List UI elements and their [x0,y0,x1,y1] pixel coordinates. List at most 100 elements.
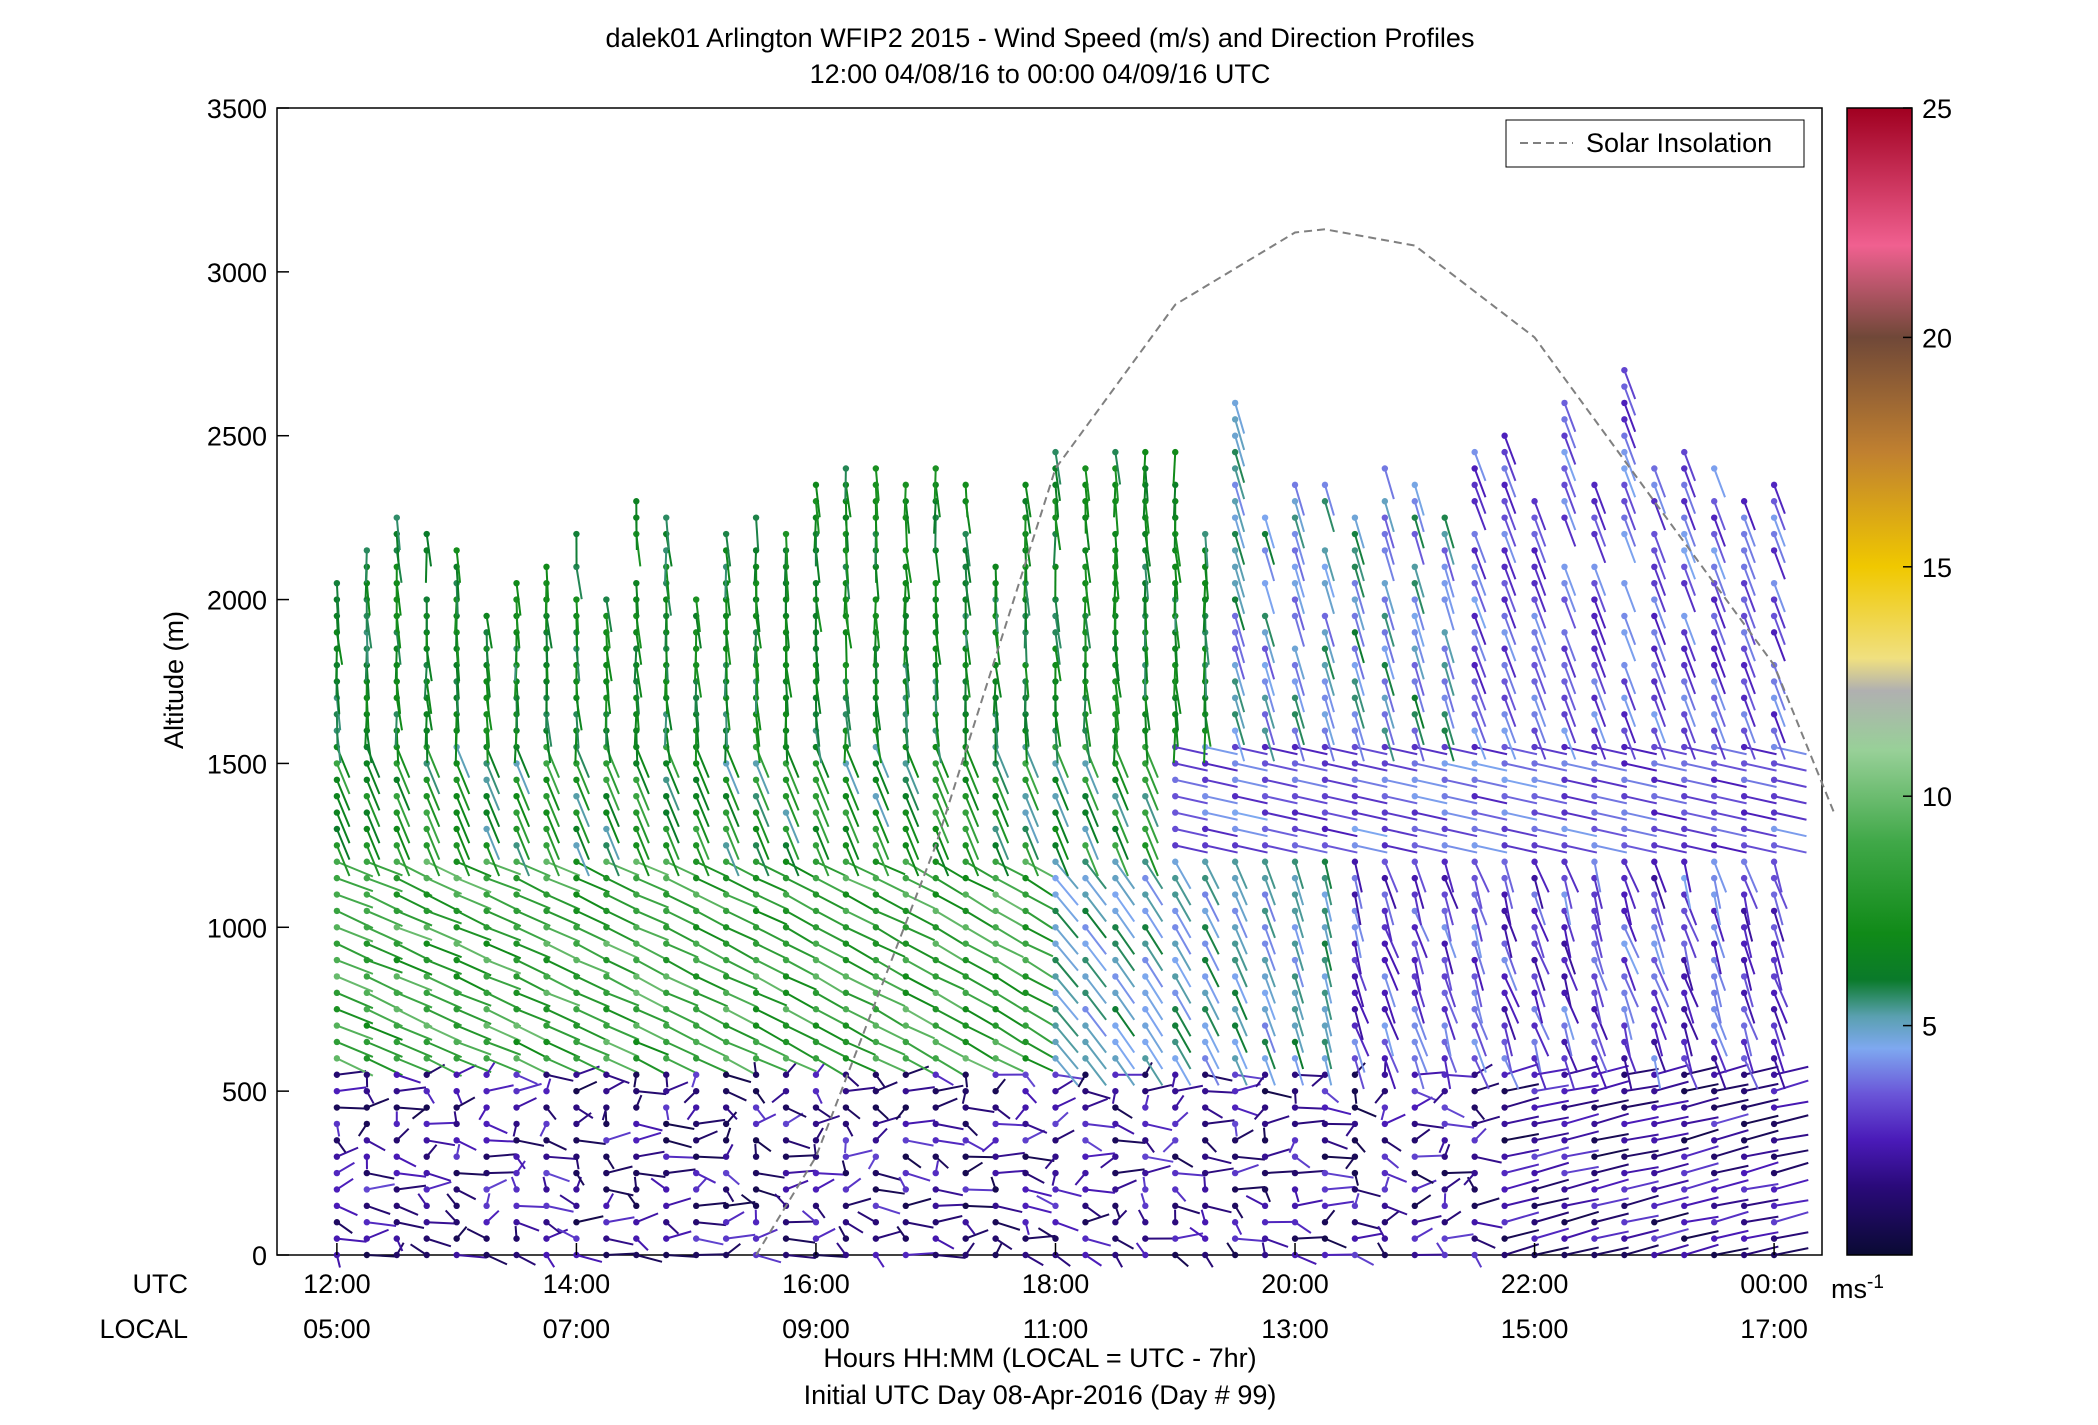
wind-barb-station-dot [1621,366,1628,374]
wind-barb-shaft [995,975,1024,996]
wind-barb-shaft [995,991,1024,1011]
wind-barb-shaft [1683,681,1697,711]
wind-barb-station-dot [1740,825,1748,833]
wind-barb-shaft [1082,697,1087,731]
wind-barb-shaft [1653,730,1667,760]
wind-barb-shaft [1234,1041,1248,1070]
wind-barb-station-dot [1471,1137,1478,1144]
wind-barb-station-dot [363,1235,371,1242]
wind-barb-shaft [1623,697,1637,728]
wind-barb-station-dot [1231,1137,1239,1144]
wind-barb-shaft [1684,1083,1719,1093]
wind-barb-station-dot [1052,973,1059,980]
wind-barb-station-dot [1381,1120,1389,1128]
wind-barb-station-dot [1082,956,1089,964]
wind-barb-shaft [965,959,995,977]
wind-barb-station-dot [1651,629,1658,636]
wind-barb-shaft [1563,402,1577,433]
wind-barb-shaft [1534,1084,1569,1093]
wind-barb-shaft [965,1139,985,1152]
wind-barb-station-dot [543,956,550,964]
wind-barb-shaft [366,909,403,928]
wind-barb-shaft [455,812,471,844]
wind-barb-station-dot [573,776,580,784]
wind-barb-shaft [1503,1008,1517,1041]
wind-barb-station-dot [1591,563,1598,570]
wind-barb-shaft [1113,599,1117,632]
wind-barb-station-dot [1621,940,1628,947]
wind-barb-shaft [785,1154,817,1158]
wind-barb-station-dot [1471,465,1478,472]
wind-barb-station-dot [1381,645,1389,652]
wind-barb-shaft [1684,778,1717,788]
wind-barb-shaft [366,1204,391,1215]
wind-barb-shaft [1294,976,1305,1004]
wind-barb-station-dot [1681,448,1688,456]
wind-barb-station-dot [1471,793,1478,800]
wind-barb-shaft [605,1057,640,1075]
wind-barb-shaft [1533,648,1547,678]
wind-barb-shaft [785,746,800,779]
wind-barb-station-dot [663,1251,670,1259]
wind-barb-station-dot [782,956,790,964]
wind-barb-station-dot [1441,743,1448,751]
wind-barb-shaft [395,844,411,877]
colorbar-tick-label: 5 [1922,1012,1937,1042]
wind-barb-station-dot [1531,1022,1538,1029]
wind-barb-shaft [635,844,650,877]
wind-barb-station-dot [1351,973,1359,980]
wind-barb-station-dot [932,1186,939,1193]
wind-barb-station-dot [962,793,969,800]
wind-barb-station-dot [423,1006,430,1013]
wind-barb-station-dot [423,989,430,997]
wind-barb-station-dot [513,1104,520,1111]
wind-barb-station-dot [1471,530,1478,538]
wind-barb-shaft [1383,582,1395,615]
wind-barb-station-dot [1471,924,1478,931]
wind-barb-shaft [1503,713,1517,744]
wind-barb-station-dot [633,1153,640,1160]
wind-barb-station-dot [932,1235,939,1242]
wind-barb-station-dot [1381,547,1389,554]
wind-barb-shaft [905,1024,936,1040]
wind-barb-station-dot [932,825,939,833]
wind-barb-station-dot [1351,793,1359,800]
wind-barb-shaft [575,1024,610,1043]
wind-barb-shaft [1563,959,1579,992]
wind-barb-station-dot [1172,1104,1179,1111]
wind-barb-shaft [965,1008,995,1027]
wind-barb-shaft [1743,517,1756,547]
wind-barb-station-dot [752,793,760,800]
wind-barb-shaft [424,714,428,747]
wind-barb-shaft [1323,1025,1333,1053]
wind-barb-shaft [1743,746,1777,756]
wind-barb-station-dot [453,858,460,865]
wind-barb-shaft [1623,713,1637,744]
wind-barb-station-dot [692,891,700,898]
wind-barb-station-dot [1112,1120,1119,1128]
wind-barb-shaft [1264,664,1276,696]
wind-barb-shaft [1383,959,1399,992]
wind-barb-shaft [1414,811,1448,821]
wind-barb-shaft [1294,1199,1323,1207]
wind-barb-shaft [515,599,519,632]
wind-barb-shaft [1683,517,1697,547]
wind-barb-shaft [815,877,847,895]
wind-barb-shaft [1623,943,1640,975]
wind-barb-station-dot [1770,481,1778,489]
wind-barb-station-dot [1651,563,1658,570]
chart-footnote: Initial UTC Day 08-Apr-2016 (Day # 99) [804,1380,1277,1410]
wind-barb-shaft [1084,1008,1107,1037]
wind-barb-shaft [1443,926,1457,959]
wind-barb-shaft [844,501,848,534]
wind-barb-station-dot [543,1038,550,1046]
wind-barb-shaft [1623,910,1637,942]
wind-barb-station-dot [1501,1022,1508,1029]
wind-barb-station-dot [633,973,640,980]
wind-barb-station-dot [842,1186,850,1193]
wind-barb-shaft [1443,976,1457,1008]
wind-barb-shaft [635,1008,669,1025]
wind-barb-station-dot [872,760,880,767]
wind-barb-shaft [635,746,650,779]
wind-barb-shaft [1353,599,1365,631]
